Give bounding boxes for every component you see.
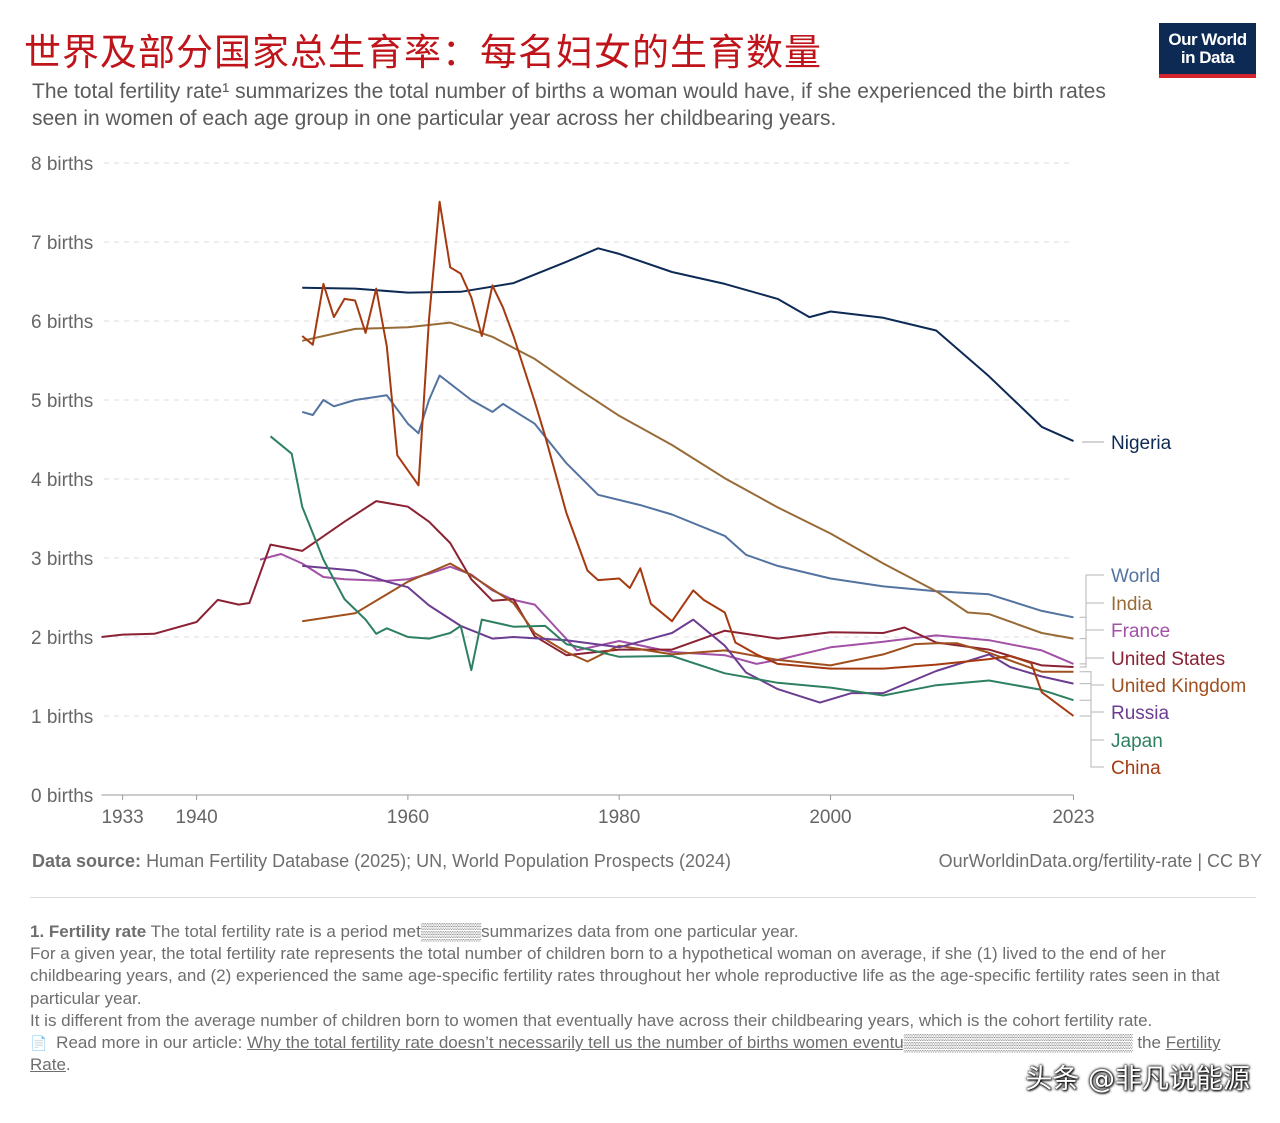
connector-india — [1079, 602, 1104, 640]
y-tick-label: 6 births — [31, 312, 93, 333]
series-line-russia — [302, 564, 1074, 704]
series-line-japan — [269, 435, 1074, 702]
connector-world — [1079, 574, 1104, 618]
series-line-world — [301, 374, 1074, 619]
grid-lines — [104, 162, 1074, 717]
read-more-tail: the — [1137, 1033, 1166, 1053]
legend-label-japan: Japan — [1111, 731, 1163, 752]
legend-label-russia: Russia — [1111, 703, 1170, 724]
legend-label-india: India — [1111, 594, 1153, 615]
divider — [30, 897, 1256, 898]
data-source-text: Human Fertility Database (2025); UN, Wor… — [146, 851, 731, 871]
legend: Nigeria World India France United States Unit… — [1111, 433, 1246, 779]
read-more-line: 📄 Read more in our article: Why the tota… — [30, 1032, 1245, 1076]
series-line-nigeria — [302, 247, 1074, 443]
connector-france — [1079, 629, 1104, 665]
connector-russia — [1079, 683, 1104, 713]
y-tick-label: 5 births — [31, 391, 93, 412]
x-axis: 1933 1940 1960 1980 2000 2023 — [101, 794, 1095, 828]
legend-label-france: France — [1111, 621, 1170, 642]
logo-line-1: Our World — [1168, 30, 1247, 49]
x-tick-label: 2023 — [1052, 807, 1094, 828]
article-link[interactable]: Why the total fertility rate doesn’t nec… — [247, 1033, 1133, 1053]
connector-united-kingdom — [1079, 671, 1104, 686]
y-tick-label: 2 births — [31, 628, 93, 649]
chart-title: 世界及部分国家总生育率：每名妇女的生育数量 — [24, 31, 822, 74]
y-tick-labels: 0 births 1 births 2 births 3 births 4 births… — [31, 154, 93, 807]
x-tick-label: 1960 — [387, 807, 429, 828]
connector-china — [1079, 715, 1104, 768]
connector-japan — [1079, 699, 1104, 741]
owid-logo[interactable]: Our World in Data — [1159, 23, 1256, 78]
series-line-france — [259, 553, 1074, 665]
legend-label-united-kingdom: United Kingdom — [1111, 676, 1246, 697]
y-tick-label: 3 births — [31, 549, 93, 570]
footnote-para-2: For a given year, the total fertility ra… — [30, 944, 1220, 1008]
legend-label-world: World — [1111, 566, 1160, 587]
y-tick-label: 8 births — [31, 154, 93, 175]
x-tick-label: 1980 — [598, 807, 640, 828]
y-tick-label: 4 births — [31, 470, 93, 491]
x-tick-label: 1933 — [101, 807, 143, 828]
data-source-label: Data source: — [32, 851, 142, 871]
series-line-united-states — [101, 500, 1074, 668]
line-chart: 0 births 1 births 2 births 3 births 4 births… — [31, 154, 1246, 828]
series-line-india — [301, 321, 1074, 640]
read-more-period: . — [65, 1055, 71, 1075]
series-lines — [101, 200, 1075, 717]
x-tick-label: 2000 — [809, 807, 851, 828]
y-tick-label: 1 births — [31, 707, 93, 728]
footnote-para-3: It is different from the average number … — [30, 1010, 1153, 1030]
credit-link[interactable]: OurWorldinData.org/fertility-rate | CC B… — [938, 851, 1262, 871]
legend-label-china: China — [1111, 758, 1161, 779]
fertility-rate-link[interactable]: Fertility Rate — [30, 1033, 1221, 1075]
x-tick-label: 1940 — [175, 807, 217, 828]
footnote-1-text: The total fertility rate is a period met… — [150, 922, 799, 941]
y-tick-label: 0 births — [31, 786, 93, 807]
series-line-united-kingdom — [302, 562, 1074, 673]
watermark: 头条 @非凡说能源 — [1025, 1064, 1250, 1095]
footnote-1: 1. Fertility rate The total fertility ra… — [30, 921, 1245, 943]
series-line-china — [301, 200, 1075, 717]
read-more-prefix: Read more in our article: — [56, 1033, 248, 1053]
legend-label-united-states: United States — [1111, 649, 1225, 670]
data-source: Data source: Human Fertility Database (2… — [32, 851, 731, 872]
chart-subtitle: The total fertility rate¹ summarizes the… — [32, 80, 1106, 130]
legend-label-nigeria: Nigeria — [1111, 433, 1172, 454]
footnotes: 1. Fertility rate The total fertility ra… — [30, 921, 1245, 1076]
logo-line-2: in Data — [1180, 48, 1235, 67]
legend-connectors — [1079, 441, 1104, 768]
y-tick-label: 7 births — [31, 233, 93, 254]
connector-united-states — [1079, 657, 1104, 668]
footnote-1-title: 1. Fertility rate — [30, 922, 147, 941]
document-icon: 📄 — [30, 1035, 48, 1052]
